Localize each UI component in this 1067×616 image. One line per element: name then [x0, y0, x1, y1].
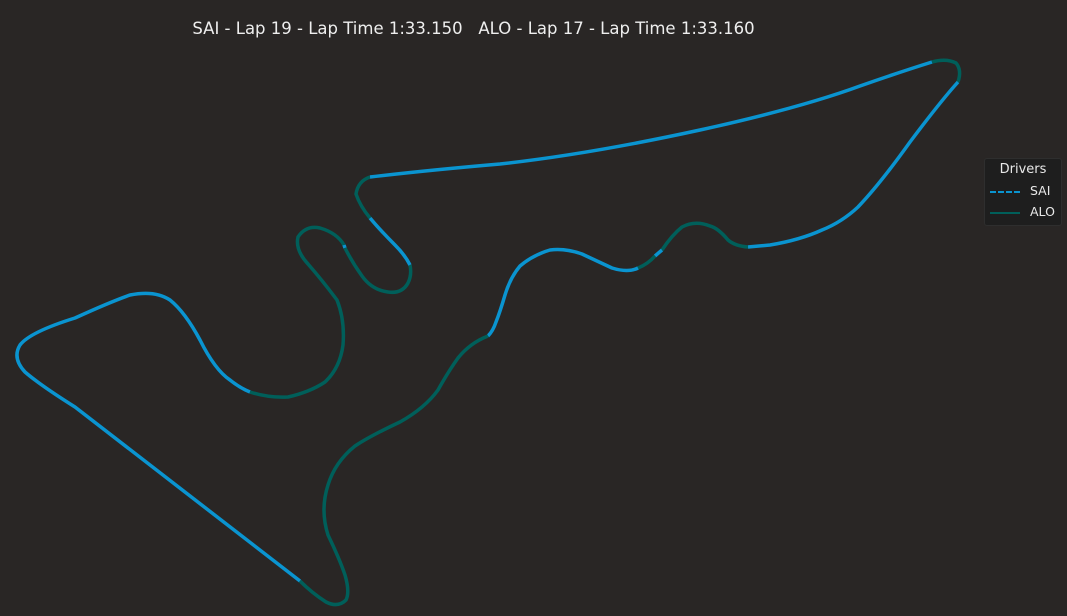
- legend-title: Drivers: [999, 162, 1047, 177]
- legend-label-sai: SAI: [1030, 183, 1051, 198]
- track-segment-sai: [15, 291, 302, 583]
- track-segment-alo: [343, 247, 413, 295]
- legend: Drivers SAI ALO: [984, 158, 1062, 226]
- track-segment-sai: [653, 248, 664, 258]
- legend-label-alo: ALO: [1030, 204, 1055, 219]
- track-segment-sai: [369, 60, 933, 179]
- track-segment-sai: [747, 80, 960, 249]
- track-segment-alo: [637, 254, 657, 270]
- track-segment-sai: [342, 244, 347, 249]
- track-segment-alo: [660, 221, 749, 251]
- track-segment-alo: [931, 58, 962, 83]
- track-segment-sai: [368, 216, 412, 266]
- chart-title: SAI - Lap 19 - Lap Time 1:33.150 ALO - L…: [192, 19, 755, 38]
- legend-swatch-alo: [990, 212, 1020, 214]
- legend-swatch-sai: [990, 191, 1020, 193]
- track-segment-alo: [249, 225, 346, 399]
- track-segment-sai: [486, 247, 639, 338]
- track-segment-alo: [354, 175, 372, 220]
- track-segment-alo: [298, 334, 489, 607]
